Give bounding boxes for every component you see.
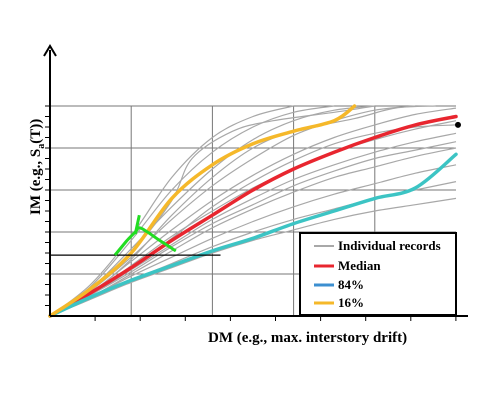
record-line-1 [49, 105, 335, 317]
distribution-overlay [50, 214, 221, 257]
record-line-7 [49, 147, 457, 317]
y-axis-arrow-icon [43, 44, 57, 57]
record-line-14 [49, 141, 457, 317]
svg-text:IM (e.g., Sa(T)): IM (e.g., Sa(T)) [28, 119, 47, 215]
distribution-curve [113, 226, 177, 257]
record-line-12 [49, 105, 436, 317]
distribution-tick [133, 214, 141, 235]
legend-label-records: Individual records [338, 238, 441, 253]
legend-label-median: Median [338, 258, 381, 273]
legend-label-84: 84% [338, 277, 364, 292]
x-axis-label: DM (e.g., max. interstory drift) [208, 330, 407, 346]
record-line-3 [49, 105, 416, 317]
record-line-10 [49, 197, 457, 317]
legend-label-16: 16% [338, 295, 364, 310]
legend: Individual records Median 84% 16% [299, 232, 457, 316]
series-line-p84 [48, 152, 458, 318]
series-line-median [48, 114, 458, 318]
record-line-0 [49, 105, 294, 317]
y-axis-label: IM (e.g., Sa(T)) [28, 119, 47, 215]
series-lines [48, 104, 458, 318]
series-line-p16 [48, 104, 357, 318]
record-line-8 [49, 164, 457, 317]
end-marker [455, 121, 461, 128]
